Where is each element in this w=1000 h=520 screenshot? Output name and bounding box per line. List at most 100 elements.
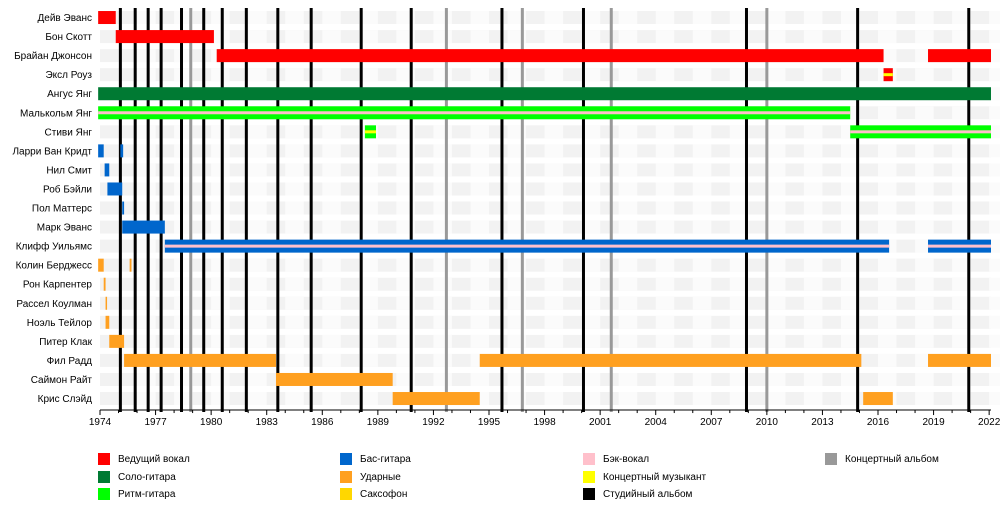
x-tick-label: 2022	[978, 417, 1000, 428]
row-stripe	[618, 315, 638, 329]
legend-item: Соло-гитара	[98, 470, 176, 484]
row-stripe	[766, 163, 786, 177]
row-stripe	[655, 182, 675, 196]
row-stripe	[322, 182, 341, 196]
row-stripe	[729, 68, 749, 82]
legend-swatch	[340, 453, 352, 465]
row-stripe	[248, 258, 267, 272]
x-tick-label: 2007	[700, 417, 723, 428]
member-bar-secondary	[364, 130, 377, 134]
row-stripe	[989, 49, 1000, 63]
legend-label: Студийный альбом	[603, 488, 693, 500]
row-stripe	[470, 296, 490, 310]
row-stripe	[211, 334, 230, 348]
row-stripe	[878, 201, 897, 215]
row-stripe	[618, 11, 638, 25]
row-stripe	[729, 392, 749, 406]
row-stripe	[211, 30, 230, 44]
row-stripe	[322, 125, 341, 139]
row-stripe	[211, 182, 230, 196]
row-stripe	[989, 182, 1000, 196]
row-stripe	[359, 334, 378, 348]
row-stripe	[285, 353, 304, 367]
row-stripe	[137, 258, 156, 272]
member-name: Брайан Джонсон	[14, 51, 92, 62]
row-stripe	[285, 182, 304, 196]
row-stripe	[692, 182, 712, 196]
legend-swatch	[98, 453, 110, 465]
row-stripe	[840, 68, 860, 82]
row-stripe	[433, 353, 452, 367]
row-stripe	[692, 220, 712, 234]
row-stripe	[248, 372, 267, 386]
row-stripe	[766, 258, 786, 272]
x-tick-label: 1980	[200, 417, 223, 428]
row-stripe	[581, 11, 601, 25]
row-stripe	[952, 144, 971, 158]
row-stripe	[248, 277, 267, 291]
member-name: Рассел Коулман	[16, 299, 92, 310]
member-bar	[98, 144, 104, 158]
member-bar	[105, 315, 110, 329]
row-stripe	[359, 182, 378, 196]
row-stripe	[729, 163, 749, 177]
member-bar	[392, 392, 480, 406]
row-stripe	[729, 125, 749, 139]
row-stripe	[989, 125, 1000, 139]
member-bar	[104, 163, 110, 177]
member-name: Клифф Уильямс	[16, 241, 92, 253]
row-stripe	[878, 106, 897, 120]
row-stripe	[952, 163, 971, 177]
row-stripe	[544, 182, 564, 196]
row-stripe	[803, 68, 823, 82]
member-name: Питер Клак	[39, 337, 92, 348]
row-stripe	[211, 372, 230, 386]
row-stripe	[655, 201, 675, 215]
row-stripe	[878, 163, 897, 177]
row-stripe	[692, 11, 712, 25]
row-stripe	[878, 315, 897, 329]
row-stripe	[433, 125, 452, 139]
member-name: Рон Карпентер	[23, 280, 93, 291]
row-stripe	[470, 201, 490, 215]
row-stripe	[803, 334, 823, 348]
row-stripe	[952, 392, 971, 406]
row-stripe	[433, 296, 452, 310]
row-stripe	[359, 353, 378, 367]
legend-item: Концертный альбом	[825, 452, 939, 466]
row-stripe	[915, 220, 934, 234]
row-stripe	[248, 144, 267, 158]
row-stripe	[803, 277, 823, 291]
member-name: Ангус Янг	[47, 89, 92, 100]
row-stripe	[766, 296, 786, 310]
row-stripe	[211, 277, 230, 291]
row-stripe	[211, 392, 230, 406]
row-stripe	[989, 296, 1000, 310]
row-stripe	[285, 296, 304, 310]
row-stripe	[655, 392, 675, 406]
member-bar	[109, 334, 125, 348]
row-stripe	[840, 201, 860, 215]
row-stripe	[433, 182, 452, 196]
row-stripe	[211, 163, 230, 177]
row-stripe	[433, 163, 452, 177]
x-tick-label: 2001	[589, 417, 612, 428]
row-stripe	[174, 163, 193, 177]
row-stripe	[655, 11, 675, 25]
row-stripe	[766, 30, 786, 44]
row-stripe	[433, 201, 452, 215]
row-stripe	[915, 30, 934, 44]
row-stripe	[618, 220, 638, 234]
row-stripe	[285, 11, 304, 25]
member-name: Дейв Эванс	[38, 13, 92, 24]
row-stripe	[137, 277, 156, 291]
row-stripe	[544, 11, 564, 25]
row-stripe	[285, 144, 304, 158]
row-stripe	[692, 68, 712, 82]
row-stripe	[655, 315, 675, 329]
x-tick-label: 2019	[922, 417, 945, 428]
row-stripe	[803, 125, 823, 139]
row-stripe	[840, 144, 860, 158]
row-stripe	[655, 258, 675, 272]
row-stripe	[433, 277, 452, 291]
